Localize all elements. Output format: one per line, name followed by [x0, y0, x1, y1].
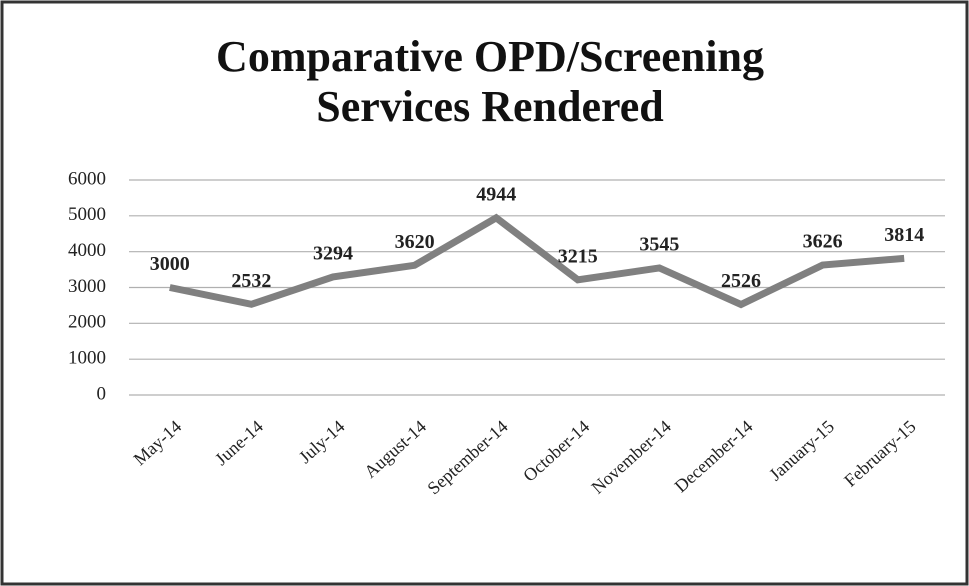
y-tick-label: 1000	[68, 348, 106, 369]
y-tick-label: 6000	[68, 168, 106, 189]
data-label: 4944	[476, 183, 516, 205]
data-label: 3626	[803, 231, 843, 253]
y-tick-label: 3000	[68, 276, 106, 297]
data-label: 3620	[395, 231, 435, 253]
y-tick-label: 2000	[68, 312, 106, 333]
y-tick-label: 4000	[68, 240, 106, 261]
data-line	[169, 213, 905, 309]
y-tick-label: 0	[97, 383, 107, 404]
y-tick-label: 5000	[68, 204, 106, 225]
data-label: 3215	[558, 245, 598, 267]
data-label: 3000	[150, 253, 190, 275]
data-label: 3814	[884, 224, 924, 246]
data-label: 2532	[231, 270, 271, 292]
chart-title: Comparative OPD/Screening Services Rende…	[216, 32, 764, 131]
data-label: 2526	[721, 270, 761, 292]
data-label: 3545	[639, 234, 679, 256]
data-label: 3294	[313, 243, 353, 265]
